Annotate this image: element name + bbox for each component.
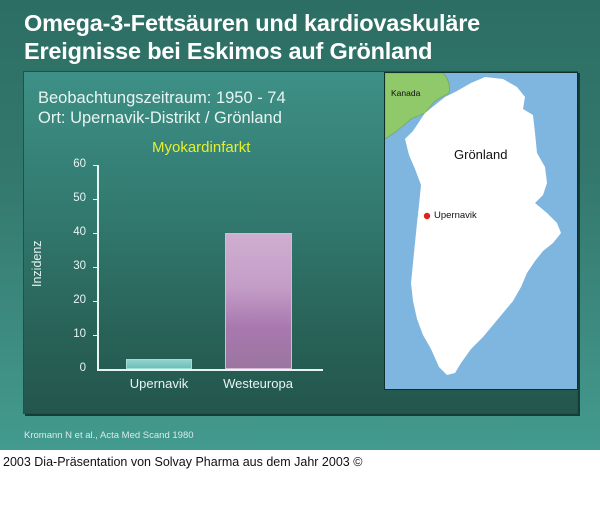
tick-mark [93, 335, 98, 336]
reference-citation: Kromann N et al., Acta Med Scand 1980 [24, 430, 194, 441]
map-label-upernavik: Upernavik [434, 210, 477, 221]
x-label-upernavik: Upernavik [129, 376, 189, 391]
slide: Omega-3-Fettsäuren und kardiovaskuläre E… [0, 0, 600, 450]
y-tick-60: 60 [73, 158, 86, 170]
y-tick-0: 0 [79, 362, 86, 374]
footer-caption: 2003 Dia-Präsentation von Solvay Pharma … [3, 455, 363, 469]
map-graphic [385, 73, 561, 375]
y-axis [97, 165, 99, 371]
bar-upernavik [126, 359, 192, 369]
x-axis [97, 369, 323, 371]
observation-info: Beobachtungszeitraum: 1950 - 74 Ort: Upe… [38, 88, 286, 128]
tick-mark [93, 233, 98, 234]
bar-chart: Myokardinfarkt Inzidenz 60 50 40 30 20 1… [24, 72, 384, 415]
content-panel: Beobachtungszeitraum: 1950 - 74 Ort: Upe… [23, 71, 578, 414]
y-tick-40: 40 [73, 226, 86, 238]
y-axis-label: Inzidenz [30, 240, 44, 287]
map-label-kanada: Kanada [391, 88, 421, 98]
slide-title: Omega-3-Fettsäuren und kardiovaskuläre E… [24, 9, 480, 65]
y-tick-10: 10 [73, 328, 86, 340]
tick-mark [93, 267, 98, 268]
y-tick-30: 30 [73, 260, 86, 272]
tick-mark [93, 199, 98, 200]
observation-period: Beobachtungszeitraum: 1950 - 74 [38, 89, 286, 107]
tick-mark [93, 165, 98, 166]
title-line-1: Omega-3-Fettsäuren und kardiovaskuläre [24, 10, 481, 36]
upernavik-marker-icon [423, 212, 431, 220]
chart-title: Myokardinfarkt [152, 139, 251, 156]
title-line-2: Ereignisse bei Eskimos auf Grönland [24, 38, 433, 64]
observation-location: Ort: Upernavik-Distrikt / Grönland [38, 109, 282, 127]
tick-mark [93, 301, 98, 302]
map-label-groenland: Grönland [454, 147, 508, 162]
y-tick-50: 50 [73, 192, 86, 204]
x-label-westeuropa: Westeuropa [223, 376, 293, 391]
y-tick-20: 20 [73, 294, 86, 306]
greenland-map: Kanada Grönland Upernavik [384, 72, 578, 390]
bar-westeuropa [225, 233, 292, 369]
